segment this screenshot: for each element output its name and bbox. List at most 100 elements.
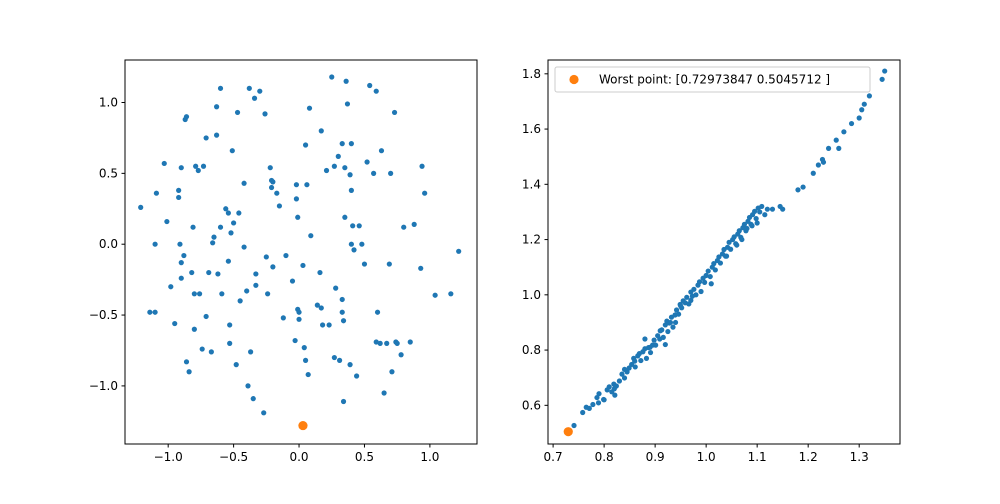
left-data-point: [317, 269, 323, 276]
left-data-point: [199, 346, 205, 352]
left-data-points: [138, 74, 462, 431]
left-data-point: [318, 305, 324, 311]
left-data-point: [398, 352, 404, 358]
right-y-tick-label: 1.0: [522, 288, 541, 302]
left-data-point: [178, 260, 184, 266]
right-data-point: [836, 145, 842, 151]
left-data-point: [319, 322, 326, 328]
left-data-point: [214, 132, 220, 138]
left-data-point: [168, 284, 174, 290]
right-data-point: [752, 208, 758, 214]
left-data-point: [371, 170, 377, 176]
right-data-point: [749, 223, 755, 229]
left-data-point: [186, 369, 192, 375]
right-data-point: [861, 101, 867, 107]
right-data-point: [705, 268, 711, 274]
left-data-point: [339, 296, 345, 303]
left-data-point: [183, 114, 190, 120]
left-data-point: [245, 383, 251, 389]
left-data-point: [354, 373, 360, 379]
right-data-point: [800, 184, 806, 190]
left-data-point: [335, 153, 341, 159]
left-data-point: [304, 182, 310, 188]
left-data-point: [227, 322, 233, 328]
right-data-point: [619, 371, 625, 377]
left-data-point: [217, 224, 224, 230]
right-data-point: [621, 375, 628, 381]
left-data-point: [177, 241, 183, 247]
right-data-point: [580, 409, 586, 416]
left-data-point: [211, 234, 217, 240]
right-data-point: [759, 203, 765, 210]
left-data-point: [373, 339, 379, 345]
right-data-point: [672, 319, 679, 326]
left-data-point: [314, 302, 320, 308]
left-data-point: [344, 101, 351, 107]
right-data-point: [728, 246, 734, 252]
left-data-point: [152, 241, 158, 247]
right-data-point: [676, 311, 682, 317]
left-data-point: [190, 224, 196, 230]
left-data-point: [227, 340, 233, 346]
left-data-point: [339, 309, 345, 315]
left-data-point: [193, 163, 199, 169]
left-data-point: [367, 82, 373, 89]
right-data-point: [670, 324, 676, 330]
left-data-point: [293, 196, 300, 202]
left-data-point: [407, 339, 413, 345]
right-data-point: [638, 357, 644, 364]
left-data-point: [253, 282, 259, 288]
left-data-point: [381, 390, 387, 396]
left-data-point: [348, 141, 354, 147]
left-data-point: [386, 261, 392, 267]
left-y-axis: −1.0 −0.5 0.0 0.5 1.0: [89, 96, 125, 393]
left-data-point: [296, 316, 302, 322]
left-data-point: [348, 187, 354, 193]
right-data-point: [632, 358, 638, 364]
left-data-point: [411, 221, 417, 227]
right-data-point: [764, 206, 770, 212]
left-data-point: [172, 320, 178, 327]
right-data-point: [665, 328, 671, 335]
left-data-point: [448, 291, 454, 297]
right-x-tick-label: 0.8: [595, 450, 614, 464]
left-data-point: [401, 224, 407, 230]
right-data-point: [841, 129, 847, 135]
right-data-point: [825, 145, 832, 151]
right-data-point: [702, 279, 708, 285]
right-data-point: [612, 392, 618, 398]
right-data-point: [762, 212, 768, 218]
right-data-point: [716, 254, 722, 260]
left-data-point: [306, 105, 313, 111]
right-data-point: [662, 341, 668, 348]
left-data-point: [333, 285, 339, 291]
left-data-point: [217, 85, 224, 91]
left-data-point: [364, 159, 370, 165]
right-data-point: [744, 225, 750, 232]
left-y-tick-label: 0.0: [99, 237, 118, 251]
right-data-point: [734, 242, 740, 248]
left-data-point: [191, 326, 197, 332]
left-data-point: [138, 204, 144, 210]
right-data-point: [590, 401, 596, 408]
left-data-point: [257, 88, 263, 94]
legend: Worst point: [0.72973847 0.5045712 ]: [554, 66, 871, 93]
left-data-point: [342, 214, 348, 220]
right-data-point: [643, 355, 650, 361]
right-data-point: [657, 328, 663, 334]
right-data-point: [651, 337, 657, 343]
left-data-point: [318, 128, 324, 134]
right-data-point: [621, 366, 628, 373]
right-data-point: [626, 365, 632, 371]
left-data-point: [183, 359, 190, 365]
left-data-point: [244, 288, 250, 294]
right-worst-point: [563, 427, 573, 437]
right-x-tick-label: 1.0: [697, 450, 716, 464]
right-data-point: [757, 209, 763, 215]
left-data-point: [293, 182, 300, 188]
left-subplot: −1.0 −0.5 0.0 0.5 1.0 −1.0 −0.5 0.0 0.5 1.0: [89, 59, 478, 464]
right-y-tick-label: 1.8: [522, 67, 541, 81]
left-data-point: [223, 206, 229, 212]
right-data-point: [848, 120, 855, 127]
left-data-point: [178, 275, 184, 281]
